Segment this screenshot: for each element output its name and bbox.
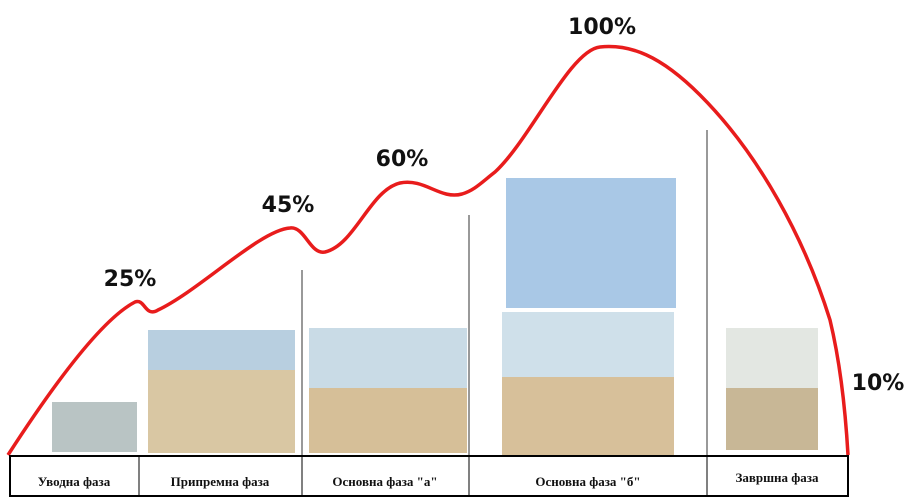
photo-wall — [148, 330, 295, 370]
dividers — [301, 130, 708, 455]
phase-label: Уводна фаза — [38, 474, 111, 489]
photos — [52, 178, 818, 455]
photo — [52, 402, 137, 452]
peak-label: 45% — [262, 193, 315, 218]
photo-wall — [309, 328, 467, 388]
peak-label: 100% — [568, 15, 636, 40]
phase-label: Основна фаза "а" — [332, 474, 437, 489]
peak-label: 10% — [852, 371, 904, 396]
load-curve — [6, 44, 850, 456]
peak-label: 60% — [376, 147, 429, 172]
photo-wall — [726, 328, 818, 388]
phase-label: Завршна фаза — [735, 470, 819, 485]
photo — [506, 178, 676, 308]
phase-label: Припремна фаза — [171, 474, 270, 489]
phase-label: Основна фаза "б" — [535, 474, 640, 489]
phase-bar — [9, 455, 849, 497]
peak-label: 25% — [104, 267, 157, 292]
phase-separators — [138, 456, 708, 496]
photo-wall — [502, 312, 674, 377]
